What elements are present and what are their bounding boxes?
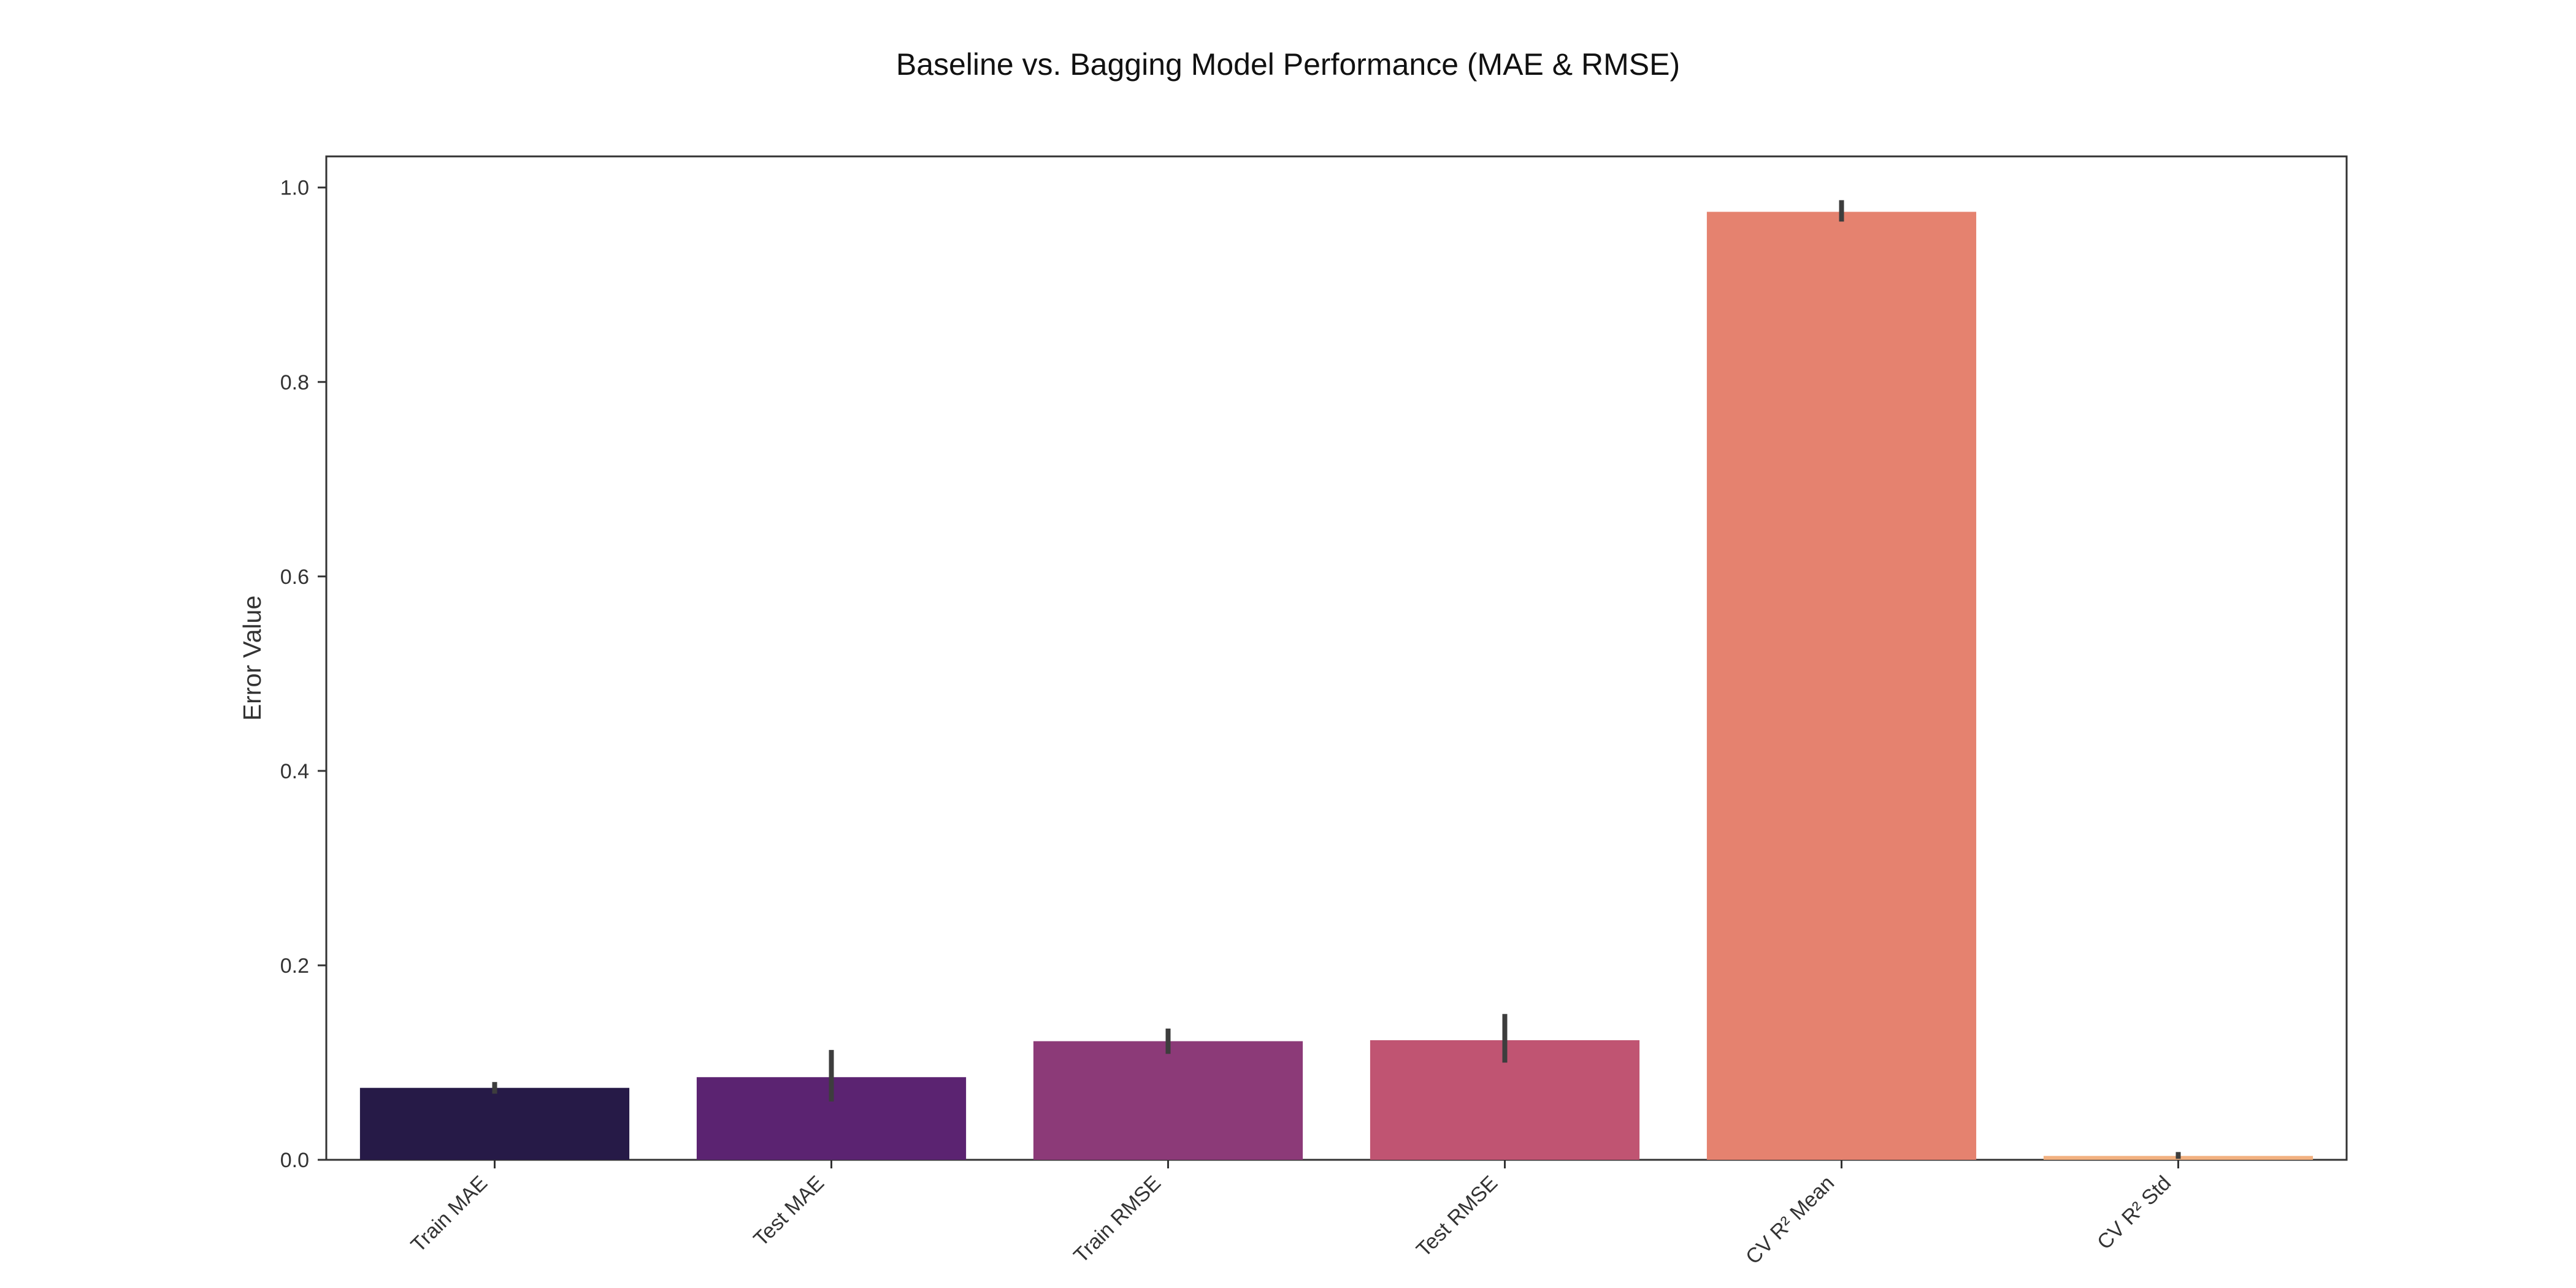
y-tick-label: 0.4 [280, 760, 309, 783]
x-tick-label: CV R² Mean [1741, 1171, 1839, 1269]
x-tick-label: Test RMSE [1412, 1171, 1502, 1262]
x-tick-label: Train RMSE [1069, 1171, 1165, 1268]
bar [1706, 212, 1977, 1160]
y-axis: 0.0 0.2 0.4 0.6 0.8 1.0 [280, 177, 326, 1172]
bar [1033, 1041, 1303, 1160]
x-axis: Train MAE Test MAE Train RMSE Test RMSE CV R… [407, 1160, 2179, 1269]
y-tick-label: 0.2 [280, 954, 309, 978]
bar [359, 1087, 630, 1160]
error-bars-group [492, 200, 2181, 1159]
y-axis-label: Error Value [238, 596, 266, 721]
y-tick-label: 1.0 [280, 177, 309, 200]
chart-title: Baseline vs. Bagging Model Performance (… [895, 47, 1681, 82]
y-tick-label: 0.0 [280, 1149, 309, 1172]
y-tick-label: 0.8 [280, 371, 309, 394]
bars-group [359, 212, 2313, 1160]
x-tick-label: Test MAE [749, 1171, 829, 1251]
x-tick-label: Train MAE [407, 1171, 493, 1257]
x-tick-label: CV R² Std [2093, 1171, 2175, 1254]
plot-area-frame [325, 155, 2348, 1161]
y-tick-label: 0.6 [280, 565, 309, 589]
